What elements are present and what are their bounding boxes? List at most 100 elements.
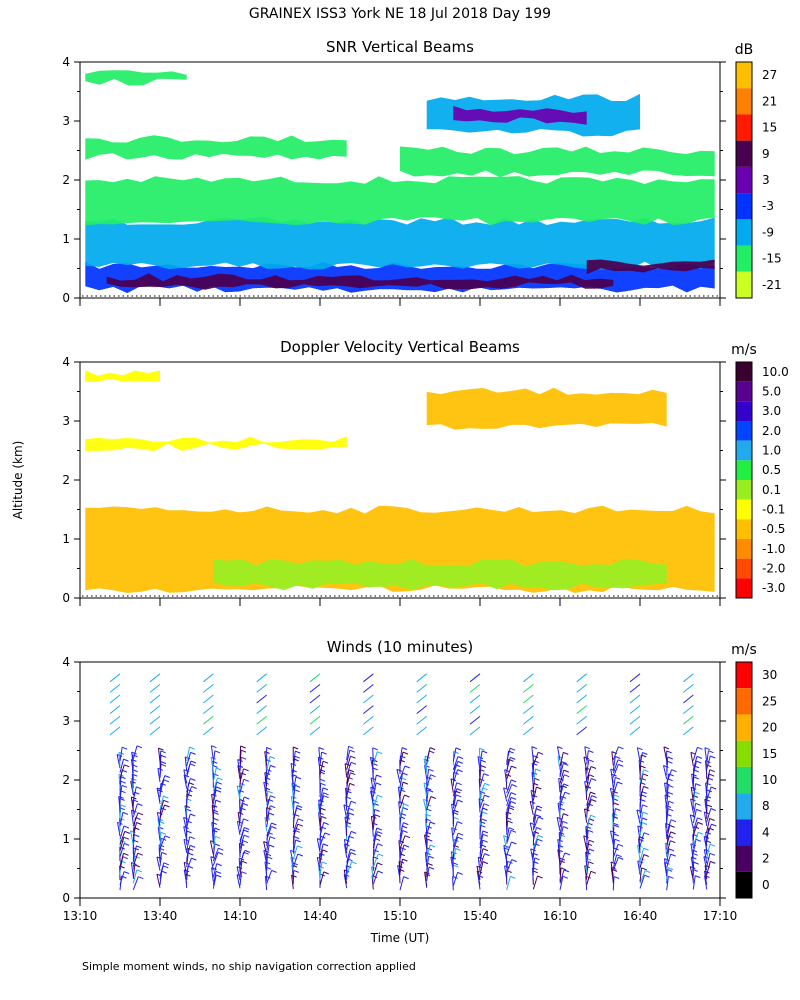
wind-barb — [119, 747, 123, 762]
wind-barb — [523, 673, 534, 683]
wind-barb — [372, 747, 374, 762]
wind-barb-feather — [240, 807, 246, 811]
wind-barb — [639, 773, 644, 788]
wind-barb-feather — [269, 844, 275, 848]
wind-barb-feather — [190, 813, 196, 817]
wind-barb — [416, 673, 427, 683]
wind-barb — [586, 774, 590, 789]
wind-barb — [506, 876, 511, 891]
wind-barb — [186, 752, 192, 766]
wind-barb — [290, 763, 294, 778]
wind-barb — [212, 790, 217, 804]
wind-barb-feather — [644, 870, 651, 873]
wind-barb — [156, 812, 161, 827]
wind-barb-feather — [511, 841, 517, 845]
wind-barb-feather — [217, 777, 223, 781]
wind-barb-feather — [451, 827, 457, 831]
wind-barb — [239, 835, 245, 849]
panel-frames: 0 1 2 3 4 0 1 2 3 4 0 1 2 3 4 13:10 13:40 14:10 14:40 15:10… — [62, 55, 737, 923]
wind-barb-feather — [455, 747, 462, 751]
colorbar-unit: m/s — [731, 342, 757, 358]
wind-barb-feather — [695, 875, 701, 879]
wind-barb — [266, 805, 271, 820]
wind-barb — [559, 774, 565, 789]
wind-barb — [636, 809, 641, 824]
wind-barb — [586, 791, 591, 806]
wind-barb — [159, 795, 164, 810]
wind-barb — [703, 849, 708, 864]
wind-barb-feather — [131, 809, 137, 813]
wind-barb — [559, 769, 565, 784]
wind-barb-feather — [297, 818, 304, 822]
wind-barb-feather — [507, 860, 513, 864]
wind-barb-feather — [271, 822, 277, 826]
y-tick-label: 3 — [62, 714, 70, 728]
wind-barb-feather — [669, 824, 675, 828]
wind-barb-feather — [374, 838, 381, 841]
wind-barb-feather — [295, 750, 301, 754]
wind-barb-feather — [563, 813, 569, 817]
wind-barb — [159, 852, 163, 867]
wind-barb-feather — [292, 862, 298, 866]
wind-barb — [452, 837, 459, 851]
wind-barb — [692, 760, 697, 775]
wind-barb-feather — [216, 767, 222, 771]
wind-barb — [345, 788, 348, 803]
wind-barb-feather — [456, 782, 462, 786]
wind-barb-feather — [402, 781, 409, 785]
wind-barb-feather — [709, 769, 715, 773]
wind-barb-feather — [667, 808, 674, 812]
wind-barb — [159, 832, 162, 847]
colorbar-label: 1.0 — [762, 444, 781, 458]
wind-barb — [683, 694, 694, 704]
wind-barb — [318, 799, 321, 814]
wind-barb-feather — [668, 800, 674, 804]
wind-barb — [450, 851, 454, 866]
wind-barb — [479, 811, 483, 826]
wind-barb — [692, 875, 696, 890]
wind-barb — [683, 715, 694, 725]
wind-barb — [109, 705, 121, 715]
wind-barb-feather — [641, 867, 647, 871]
wind-barb — [532, 805, 538, 820]
colorbar-label: 27 — [762, 68, 777, 82]
wind-barb-feather — [695, 802, 701, 806]
wind-barb — [504, 769, 508, 784]
wind-barb — [399, 751, 404, 766]
wind-barb — [479, 803, 485, 818]
wind-barb-feather — [482, 830, 488, 834]
colorbar-swatch — [736, 480, 752, 500]
wind-barb — [397, 865, 401, 880]
colorbar-label: -0.5 — [762, 522, 785, 536]
wind-barb-feather — [536, 827, 542, 830]
wind-barb-feather — [663, 746, 670, 750]
wind-barb-feather — [296, 807, 302, 811]
wind-barb — [372, 814, 376, 829]
wind-barb — [416, 694, 427, 704]
wind-barb-feather — [137, 812, 144, 816]
wind-barb — [256, 726, 267, 736]
wind-barb-feather — [124, 764, 130, 768]
wind-barb — [452, 799, 459, 814]
wind-barb — [611, 813, 614, 828]
wind-barb — [576, 705, 587, 715]
wind-barb — [132, 853, 139, 867]
wind-barb — [452, 839, 455, 854]
wind-barb — [237, 812, 241, 827]
wind-barb — [706, 750, 709, 765]
wind-barb — [557, 746, 561, 761]
wind-barb — [532, 857, 536, 872]
wind-barb-feather — [511, 765, 517, 769]
wind-barb-feather — [691, 856, 697, 860]
wind-barb-feather — [134, 834, 140, 838]
wind-barb — [119, 837, 125, 851]
wind-barb — [212, 782, 218, 796]
wind-barb-feather — [123, 871, 130, 875]
wind-barb — [692, 809, 697, 824]
wind-barb — [372, 751, 378, 766]
wind-barb — [666, 867, 669, 882]
wind-barb-feather — [668, 848, 675, 852]
colorbar-label: 20 — [762, 721, 777, 735]
wind-barb — [451, 827, 454, 842]
wind-barb — [576, 673, 587, 683]
